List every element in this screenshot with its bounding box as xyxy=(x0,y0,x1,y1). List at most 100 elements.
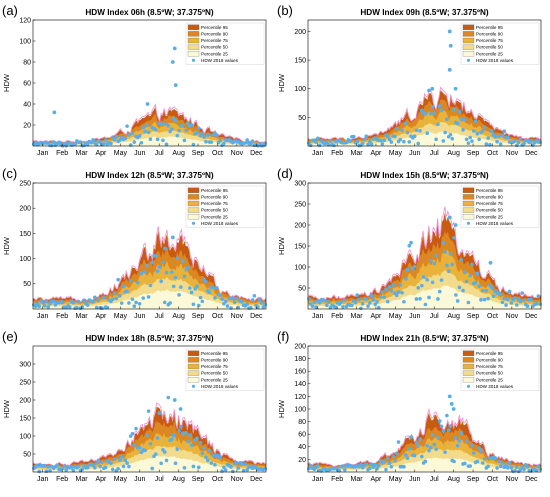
data-point xyxy=(420,108,424,113)
data-point xyxy=(380,290,385,294)
data-point xyxy=(446,269,451,274)
data-point xyxy=(452,107,456,112)
data-point xyxy=(405,456,410,461)
x-tick-label: Feb xyxy=(331,150,343,157)
data-point xyxy=(403,453,408,457)
data-point xyxy=(312,300,317,305)
data-point xyxy=(196,303,201,308)
data-point xyxy=(423,302,428,307)
data-point xyxy=(495,139,499,144)
x-tick-label: May xyxy=(389,150,403,157)
data-point xyxy=(240,461,244,466)
data-point xyxy=(473,280,478,285)
data-point xyxy=(250,139,255,143)
data-point xyxy=(50,143,54,148)
data-point xyxy=(420,283,424,288)
data-point xyxy=(513,139,517,143)
x-tick-label: Apr xyxy=(371,313,383,320)
data-point xyxy=(46,305,51,309)
x-tick-label: Sep xyxy=(192,476,205,483)
data-point xyxy=(421,275,426,279)
y-tick-label: 140 xyxy=(294,381,306,388)
x-tick-label: May xyxy=(389,313,403,320)
data-point xyxy=(387,137,392,142)
data-point xyxy=(148,137,153,142)
data-point xyxy=(195,436,199,440)
data-point xyxy=(518,299,523,304)
data-point xyxy=(470,262,474,267)
x-tick-label: Mar xyxy=(351,313,364,320)
y-axis-label: HDW xyxy=(277,399,286,418)
data-point xyxy=(159,279,163,284)
data-point xyxy=(170,127,174,131)
data-point xyxy=(150,466,154,471)
data-point xyxy=(314,305,318,309)
data-point xyxy=(434,253,438,258)
legend-box xyxy=(185,185,265,228)
data-point xyxy=(55,463,59,468)
data-point xyxy=(402,299,406,304)
data-point xyxy=(525,304,530,309)
data-point xyxy=(489,285,494,290)
data-point xyxy=(348,139,352,143)
data-point xyxy=(93,295,97,300)
data-point xyxy=(468,135,472,140)
data-point xyxy=(484,142,489,146)
data-point xyxy=(482,297,487,302)
data-point xyxy=(448,252,453,256)
data-point xyxy=(470,139,474,143)
data-point xyxy=(459,257,464,262)
data-point xyxy=(520,291,524,295)
data-point xyxy=(484,288,489,293)
legend-entry: Percentile 95 xyxy=(201,188,228,193)
hdw-2018-points xyxy=(32,235,267,311)
data-point xyxy=(369,293,374,298)
data-point xyxy=(162,450,167,454)
data-point xyxy=(364,297,369,301)
x-tick-label: Jun xyxy=(409,476,420,483)
data-point xyxy=(513,296,517,300)
data-point xyxy=(218,293,223,298)
legend-swatch xyxy=(462,370,475,376)
data-point xyxy=(538,467,542,471)
legend-entry: Percentile 50 xyxy=(476,208,503,213)
data-point xyxy=(150,260,154,265)
legend-entry: Percentile 75 xyxy=(476,201,503,206)
data-point xyxy=(448,424,453,428)
legend-entry: HDW 2018 values xyxy=(476,384,514,389)
x-tick-label: Oct xyxy=(212,150,223,157)
y-tick-label: 300 xyxy=(294,180,306,187)
x-tick-label: Jun xyxy=(134,150,145,157)
y-tick-label: 150 xyxy=(294,57,306,64)
data-point xyxy=(394,126,399,131)
data-point xyxy=(189,123,194,127)
data-point xyxy=(261,305,266,309)
legend-entry: HDW 2018 values xyxy=(201,221,239,226)
x-tick-label: Aug xyxy=(172,476,185,483)
data-point xyxy=(91,138,95,142)
data-point xyxy=(127,133,131,137)
max-envelope-line xyxy=(32,226,267,303)
data-point xyxy=(432,261,437,266)
data-point xyxy=(137,445,142,450)
legend-entry: Percentile 95 xyxy=(476,25,503,30)
data-point xyxy=(377,305,381,310)
data-point xyxy=(450,262,455,267)
data-point-outlier xyxy=(453,223,458,227)
data-point xyxy=(118,458,122,462)
data-point xyxy=(112,457,117,461)
panel-e: (e) HDW Index 18h (8.5ºW; 37.375ºN) HDW 50 1… xyxy=(2,329,267,483)
y-tick-label: 80 xyxy=(23,59,31,66)
data-point xyxy=(196,465,201,470)
data-point xyxy=(407,243,412,248)
data-point xyxy=(441,241,446,245)
data-point xyxy=(414,297,419,301)
data-point xyxy=(355,140,360,144)
y-axis-label: HDW xyxy=(2,73,11,92)
data-point xyxy=(538,302,542,306)
data-point xyxy=(263,466,267,471)
hdw-2018-points xyxy=(32,46,267,148)
data-point xyxy=(146,409,151,413)
data-point xyxy=(170,437,174,442)
data-point xyxy=(82,298,86,302)
